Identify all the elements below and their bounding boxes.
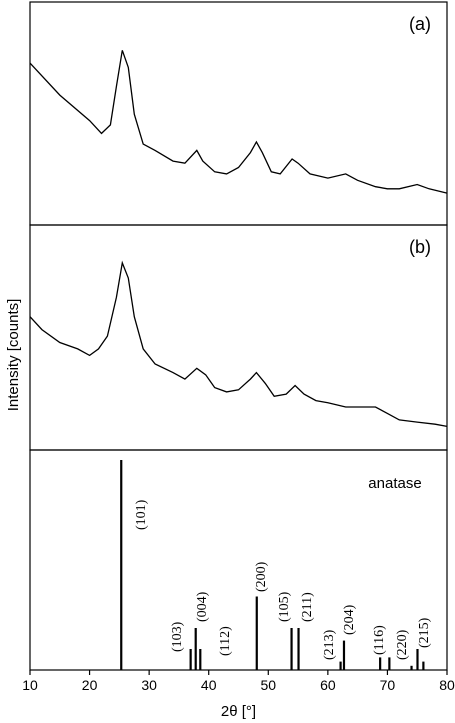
peak-label: (213) <box>322 629 337 660</box>
peak-label: (112) <box>218 626 233 656</box>
x-tick-label: 50 <box>260 677 276 693</box>
peak-label: (101) <box>134 499 149 530</box>
x-tick-label: 80 <box>439 677 455 693</box>
reference-peak <box>416 649 419 670</box>
panel-frame <box>29 449 448 671</box>
xrd-curve <box>29 260 448 428</box>
reference-peak <box>194 628 197 670</box>
peak-label: (204) <box>342 604 357 635</box>
panel-label: (b) <box>409 237 431 257</box>
panel-label: (a) <box>409 14 431 34</box>
peak-label: (105) <box>277 591 292 622</box>
reference-peak <box>339 661 342 670</box>
reference-peak <box>342 640 346 670</box>
reference-peak <box>189 649 192 670</box>
x-tick-label: 20 <box>82 677 98 693</box>
reference-peak <box>199 649 202 670</box>
x-tick-label: 70 <box>380 677 396 693</box>
xrd-curve <box>29 50 448 194</box>
panel-frame <box>29 224 448 451</box>
peak-label: (211) <box>300 592 315 622</box>
reference-peak <box>297 628 300 670</box>
peak-label: (200) <box>254 561 269 592</box>
reference-peak <box>388 657 391 670</box>
peak-label: (103) <box>170 621 185 652</box>
x-tick-label: 40 <box>201 677 217 693</box>
x-tick-label: 60 <box>320 677 336 693</box>
reference-peak <box>422 661 425 670</box>
peak-label: (220) <box>395 629 410 660</box>
x-tick-label: 30 <box>141 677 157 693</box>
reference-peak <box>255 596 258 670</box>
reference-peak <box>290 628 293 670</box>
y-axis-title: Intensity [counts] <box>5 299 22 412</box>
x-tick-label: 10 <box>22 677 38 693</box>
peak-label: (116) <box>372 625 387 655</box>
peak-label: (004) <box>195 591 210 622</box>
peak-label: (215) <box>417 617 432 648</box>
reference-peak <box>379 657 382 670</box>
panel-frame <box>29 1 448 226</box>
reference-peak <box>410 665 413 670</box>
x-axis-title: 2θ [°] <box>221 703 256 720</box>
reference-peak <box>120 460 123 670</box>
phase-label: anatase <box>368 475 421 492</box>
